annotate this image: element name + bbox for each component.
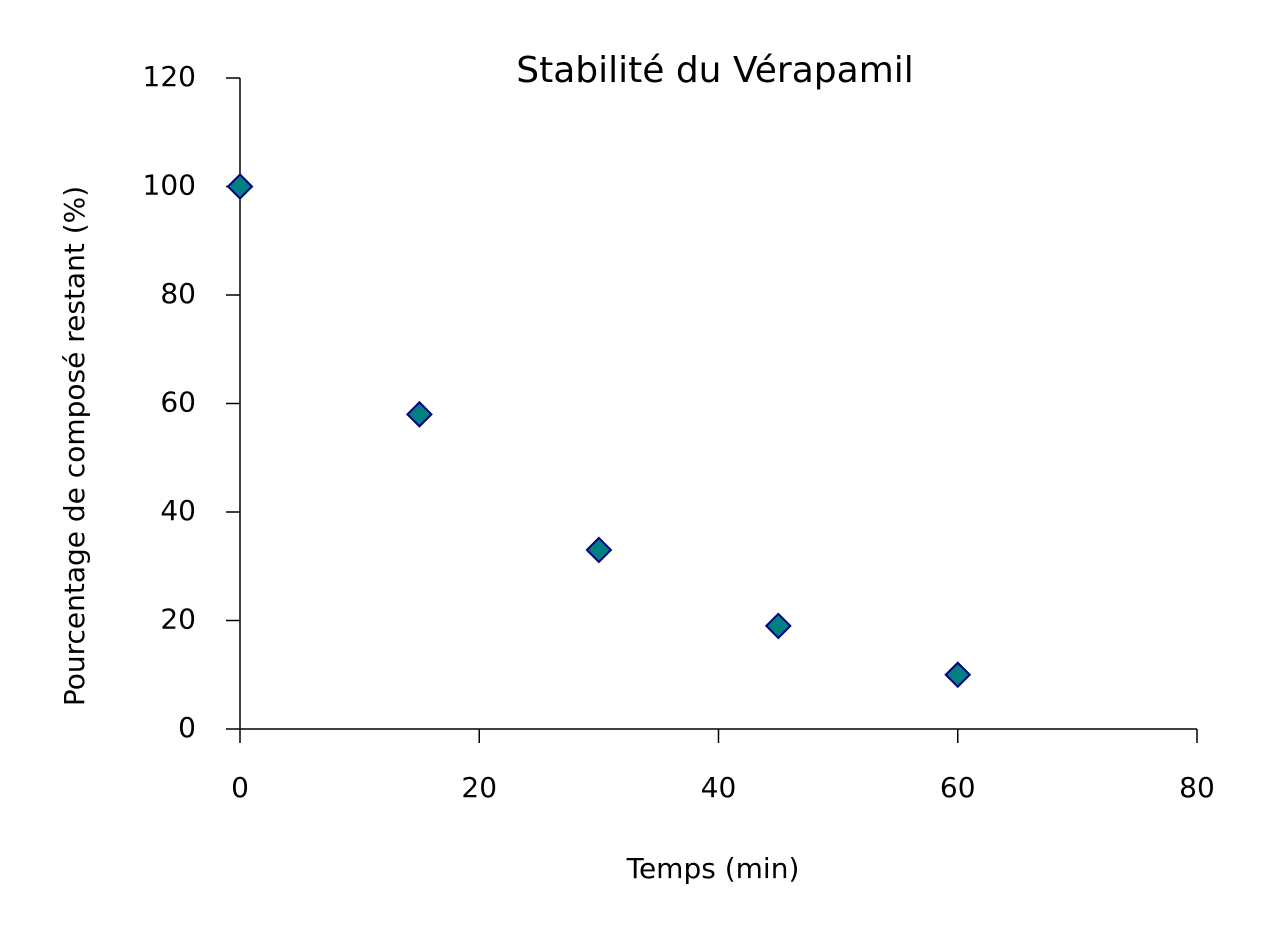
data-point: [585, 536, 613, 564]
y-tick-label: 40: [160, 494, 196, 527]
y-tick-label: 0: [178, 711, 196, 744]
data-point: [944, 661, 972, 689]
chart-title: Stabilité du Vérapamil: [516, 50, 914, 91]
y-tick-label: 80: [160, 277, 196, 310]
x-tick-label: 20: [461, 771, 497, 804]
y-tick-label: 60: [160, 386, 196, 419]
data-point: [406, 400, 433, 428]
x-axis-label: Temps (min): [626, 852, 800, 885]
data-point: [226, 173, 254, 200]
x-tick-label: 60: [940, 771, 976, 804]
x-tick-label: 40: [701, 771, 737, 804]
y-tick-label: 100: [143, 169, 196, 202]
x-tick-label: 0: [231, 771, 249, 804]
y-tick-label: 120: [143, 60, 196, 93]
x-tick-label: 80: [1179, 771, 1215, 804]
y-tick-label: 20: [160, 603, 196, 636]
y-axis-label: Pourcentage de composé restant (%): [58, 186, 91, 706]
data-point: [764, 612, 792, 640]
